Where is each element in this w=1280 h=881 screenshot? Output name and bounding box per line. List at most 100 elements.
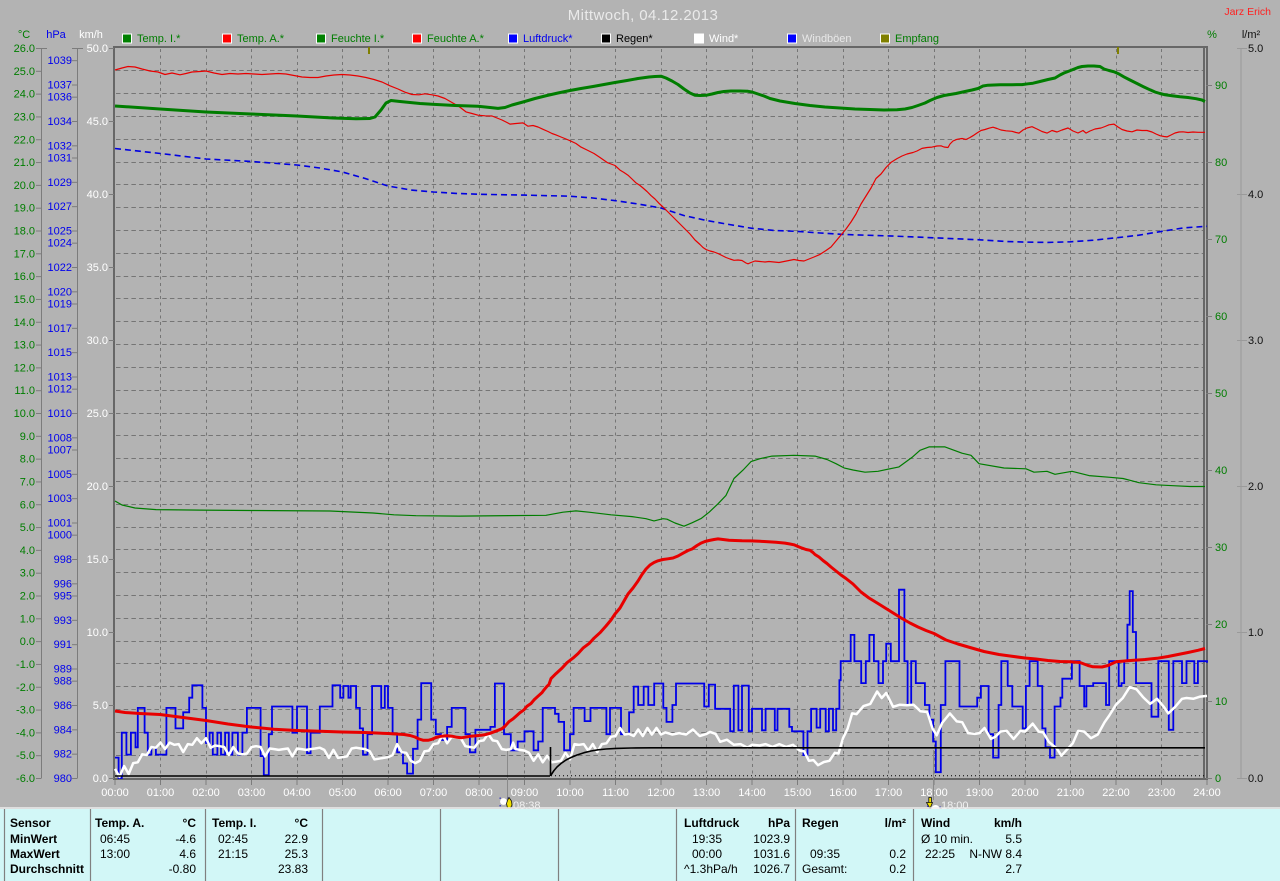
svg-text:06:45: 06:45 [100, 832, 130, 846]
svg-text:10:00: 10:00 [556, 787, 584, 799]
svg-text:1000: 1000 [48, 530, 72, 542]
svg-text:1034: 1034 [48, 116, 72, 128]
svg-text:04:00: 04:00 [283, 787, 311, 799]
svg-text:10.0: 10.0 [87, 627, 108, 639]
svg-text:00:00: 00:00 [101, 787, 129, 799]
svg-text:3.0: 3.0 [1248, 335, 1263, 347]
svg-text:0.2: 0.2 [889, 862, 906, 876]
svg-text:1017: 1017 [48, 323, 72, 335]
svg-text:5.0: 5.0 [1248, 43, 1263, 55]
svg-text:Empfang: Empfang [895, 33, 939, 45]
svg-text:1003: 1003 [48, 493, 72, 505]
svg-text:19:35: 19:35 [692, 832, 722, 846]
svg-text:1024: 1024 [48, 238, 72, 250]
svg-text:982: 982 [54, 749, 72, 761]
svg-text:21:15: 21:15 [218, 847, 248, 861]
svg-text:1.0: 1.0 [20, 613, 35, 625]
svg-text:1020: 1020 [48, 286, 72, 298]
svg-text:4.0: 4.0 [20, 545, 35, 557]
svg-text:l/m²: l/m² [1242, 29, 1261, 41]
svg-text:20.0: 20.0 [87, 481, 108, 493]
svg-text:05:00: 05:00 [329, 787, 357, 799]
svg-text:^1.3hPa/h: ^1.3hPa/h [684, 862, 738, 876]
svg-text:21.0: 21.0 [14, 157, 35, 169]
svg-text:12:00: 12:00 [647, 787, 675, 799]
svg-text:986: 986 [54, 700, 72, 712]
svg-text:9.0: 9.0 [20, 431, 35, 443]
svg-text:980: 980 [54, 773, 72, 785]
svg-text:13.0: 13.0 [14, 340, 35, 352]
svg-text:20: 20 [1215, 619, 1227, 631]
svg-text:hPa: hPa [46, 29, 66, 41]
svg-text:1005: 1005 [48, 469, 72, 481]
svg-text:-1.0: -1.0 [16, 659, 35, 671]
svg-text:25.0: 25.0 [87, 408, 108, 420]
svg-text:1010: 1010 [48, 408, 72, 420]
svg-text:3.0: 3.0 [20, 568, 35, 580]
svg-text:5.5: 5.5 [1005, 832, 1022, 846]
svg-text:1036: 1036 [48, 92, 72, 104]
svg-text:10: 10 [1215, 696, 1227, 708]
svg-text:09:00: 09:00 [511, 787, 539, 799]
svg-text:17.0: 17.0 [14, 248, 35, 260]
svg-text:1039: 1039 [48, 55, 72, 67]
svg-text:-4.6: -4.6 [175, 832, 196, 846]
svg-text:Jarz Erich: Jarz Erich [1224, 6, 1271, 18]
svg-text:40: 40 [1215, 465, 1227, 477]
svg-text:-0.80: -0.80 [169, 862, 197, 876]
svg-text:2.0: 2.0 [20, 591, 35, 603]
svg-text:0.0: 0.0 [93, 773, 108, 785]
svg-text:1026.7: 1026.7 [753, 862, 790, 876]
svg-text:-2.0: -2.0 [16, 682, 35, 694]
svg-text:13:00: 13:00 [693, 787, 721, 799]
svg-text:1013: 1013 [48, 372, 72, 384]
svg-text:06:00: 06:00 [374, 787, 402, 799]
svg-text:Wind*: Wind* [709, 33, 739, 45]
svg-text:1019: 1019 [48, 299, 72, 311]
svg-text:70: 70 [1215, 234, 1227, 246]
svg-text:22.0: 22.0 [14, 134, 35, 146]
svg-text:Luftdruck: Luftdruck [684, 816, 740, 830]
svg-text:20.0: 20.0 [14, 180, 35, 192]
svg-text:40.0: 40.0 [87, 189, 108, 201]
svg-text:1027: 1027 [48, 201, 72, 213]
svg-text:80: 80 [1215, 157, 1227, 169]
svg-text:0.0: 0.0 [20, 636, 35, 648]
svg-text:24.0: 24.0 [14, 89, 35, 101]
svg-text:15:00: 15:00 [784, 787, 812, 799]
svg-text:01:00: 01:00 [147, 787, 175, 799]
svg-text:23:00: 23:00 [1148, 787, 1176, 799]
svg-text:1032: 1032 [48, 140, 72, 152]
svg-text:N-NW 8.4: N-NW 8.4 [969, 847, 1022, 861]
svg-text:Ø 10 min.: Ø 10 min. [921, 832, 973, 846]
svg-text:35.0: 35.0 [87, 262, 108, 274]
svg-text:16:00: 16:00 [829, 787, 857, 799]
svg-text:45.0: 45.0 [87, 116, 108, 128]
svg-text:Mittwoch, 04.12.2013: Mittwoch, 04.12.2013 [568, 7, 719, 24]
svg-text:984: 984 [54, 724, 72, 736]
svg-text:Temp. A.*: Temp. A.* [237, 33, 285, 45]
svg-text:2.7: 2.7 [1005, 862, 1022, 876]
svg-text:1.0: 1.0 [1248, 627, 1263, 639]
svg-text:Windböen: Windböen [802, 33, 852, 45]
svg-text:8.0: 8.0 [20, 454, 35, 466]
svg-text:988: 988 [54, 676, 72, 688]
svg-text:-3.0: -3.0 [16, 705, 35, 717]
svg-text:5.0: 5.0 [93, 700, 108, 712]
svg-text:Feuchte A.*: Feuchte A.* [427, 33, 485, 45]
svg-text:Gesamt:: Gesamt: [802, 862, 847, 876]
svg-text:13:00: 13:00 [100, 847, 130, 861]
svg-text:1023.9: 1023.9 [753, 832, 790, 846]
svg-text:1012: 1012 [48, 384, 72, 396]
svg-text:12.0: 12.0 [14, 362, 35, 374]
svg-text:14.0: 14.0 [14, 317, 35, 329]
svg-text:03:00: 03:00 [238, 787, 266, 799]
svg-text:993: 993 [54, 615, 72, 627]
svg-text:1025: 1025 [48, 226, 72, 238]
svg-text:km/h: km/h [994, 816, 1022, 830]
svg-text:1031.6: 1031.6 [753, 847, 790, 861]
svg-text:-5.0: -5.0 [16, 750, 35, 762]
svg-text:14:00: 14:00 [738, 787, 766, 799]
svg-text:-4.0: -4.0 [16, 727, 35, 739]
svg-text:1031: 1031 [48, 153, 72, 165]
